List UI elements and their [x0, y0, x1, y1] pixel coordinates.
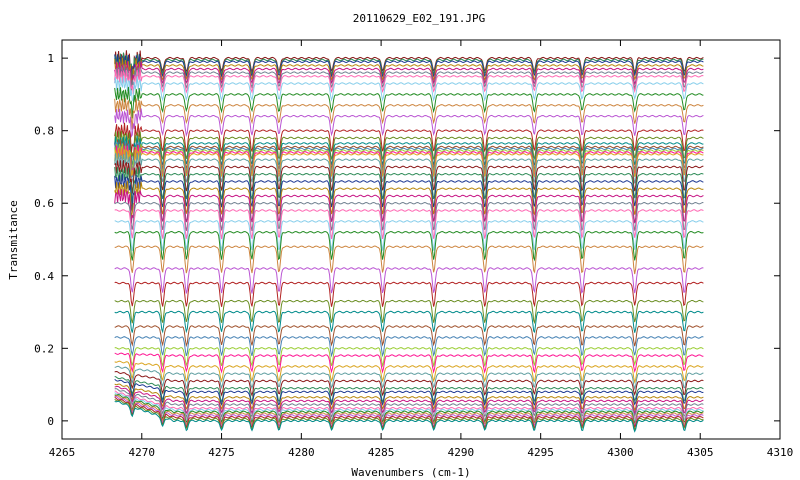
chart-title: 20110629_E02_191.JPG [353, 12, 485, 25]
x-tick-label: 4275 [208, 446, 235, 459]
y-tick-label: 0 [47, 415, 54, 428]
spectrum-series-line [114, 281, 704, 308]
spectrum-series-line [114, 394, 704, 425]
x-tick-label: 4310 [767, 446, 794, 459]
spectrum-series-line [114, 383, 704, 412]
spectrum-series-line [114, 395, 704, 426]
spectrum-series-line [114, 146, 704, 179]
plot-frame [61, 39, 781, 440]
spectrum-series-line [114, 130, 704, 161]
spectrum-series-line [114, 86, 704, 119]
spectrum-series-line [114, 201, 704, 232]
spectrum-series-line [114, 400, 704, 433]
spectrum-series-line [114, 378, 704, 407]
spectrum-series-line [114, 220, 704, 252]
spectrum-series-line [114, 395, 704, 428]
spectrum-series-line [114, 136, 704, 168]
spectrum-series-line [114, 360, 704, 384]
spectrum-series-line [114, 108, 704, 139]
spectrum-series-line [114, 180, 704, 218]
spectrum-series-line [114, 143, 704, 176]
spectrum-series-line [114, 370, 704, 397]
y-tick-label: 1 [47, 52, 54, 65]
x-tick-label: 4270 [129, 446, 156, 459]
y-tick-label: 0.6 [34, 197, 54, 210]
spectrum-series-line [114, 336, 704, 358]
spectrum-series-line [114, 325, 704, 348]
spectrum-series-line [114, 75, 704, 102]
spectrum-series-line [114, 230, 704, 262]
spectrum-series-line [114, 376, 704, 404]
spectrum-series-line [114, 385, 704, 415]
series-group [114, 50, 704, 433]
spectrum-series-line [114, 189, 704, 224]
spectrum-series-line [114, 299, 704, 325]
x-tick-label: 4265 [49, 446, 76, 459]
x-tick-label: 4280 [288, 446, 315, 459]
spectrum-series-line [114, 98, 704, 130]
spectrum-series-line [114, 122, 704, 154]
spectrum-series-line [114, 396, 704, 430]
spectrum-series-line [114, 52, 704, 76]
x-tick-label: 4295 [527, 446, 554, 459]
y-tick-label: 0.4 [34, 270, 54, 283]
spectrum-series-line [114, 140, 704, 178]
spectrum-series-line [114, 388, 704, 419]
x-tick-label: 4285 [368, 446, 395, 459]
spectrum-series-line [114, 245, 704, 275]
y-tick-label: 0.8 [34, 125, 54, 138]
spectrum-series-line [114, 144, 704, 178]
spectrum-series-line [114, 50, 704, 75]
spectrum-series-line [114, 398, 704, 431]
y-axis-label: Transmitance [7, 200, 20, 279]
spectrum-series-line [114, 352, 704, 374]
x-tick-label: 4300 [607, 446, 634, 459]
spectrum-series-line [114, 173, 704, 212]
x-axis-label: Wavenumbers (cm-1) [351, 466, 470, 479]
spectrum-series-line [114, 54, 704, 83]
spectrum-series-line [114, 160, 704, 194]
spectrum-series-line [114, 392, 704, 423]
y-tick-label: 0.2 [34, 342, 54, 355]
x-tick-label: 4290 [448, 446, 475, 459]
spectrum-series-line [114, 347, 704, 368]
y-axis: 0 0.2 0.4 0.6 0.8 1 [34, 52, 780, 428]
spectrum-series-line [114, 390, 704, 422]
x-tick-label: 4305 [687, 446, 714, 459]
spectrum-series-line [114, 267, 704, 294]
spectrum-series-line [114, 57, 704, 86]
spectrum-series-line [114, 209, 704, 240]
spectrum-series-line [114, 151, 704, 184]
spectrum-series-line [114, 310, 704, 334]
spectrum-series-line [114, 166, 704, 206]
spectrum-series-line [114, 65, 704, 91]
spectrum-series-line [114, 68, 704, 95]
spectrum-series-line [114, 365, 704, 391]
spectrum-series-line [114, 61, 704, 88]
spectrum-series-line [114, 139, 704, 174]
x-axis: 4265 4270 4275 4280 4285 4290 4295 4300 4305 4310 [49, 40, 794, 459]
